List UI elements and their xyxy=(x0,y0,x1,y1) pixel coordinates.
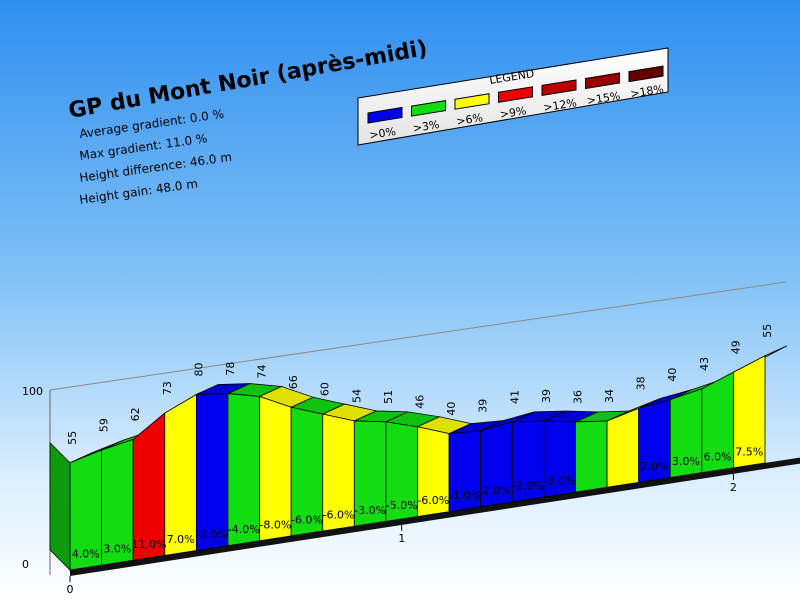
y-tick-0: 0 xyxy=(22,558,29,571)
legend-swatch xyxy=(411,100,446,117)
segment-front xyxy=(164,393,197,556)
gradient-label: -1.0% xyxy=(449,489,481,502)
profile-segments xyxy=(49,345,800,576)
altitude-label: 59 xyxy=(98,418,111,432)
altitude-label: 49 xyxy=(729,340,742,354)
gradient-label: 11.0% xyxy=(132,538,167,551)
legend: LEGEND >0% >3% >6% >9% >12% >15% >18% xyxy=(357,47,669,146)
x-tick-label: 2 xyxy=(730,481,737,494)
altitude-label: 66 xyxy=(287,375,300,389)
x-tick-label: 0 xyxy=(67,583,74,596)
altitude-label: 36 xyxy=(571,390,584,404)
altitude-label: 40 xyxy=(445,402,458,416)
altitude-label: 51 xyxy=(382,390,395,404)
legend-swatch xyxy=(541,79,577,96)
legend-label: >9% xyxy=(499,104,527,121)
y-tick-100: 100 xyxy=(22,385,43,398)
altitude-label: 46 xyxy=(414,395,427,409)
gradient-label: -4.0% xyxy=(228,523,260,536)
gradient-label: -3.0% xyxy=(354,504,386,517)
gradient-label: 7.0% xyxy=(167,533,195,546)
gradient-label: 2.0% xyxy=(640,460,668,473)
altitude-label: 55 xyxy=(761,324,774,338)
segment-front xyxy=(733,355,766,469)
gradient-label: 6.0% xyxy=(704,450,732,463)
gradient-label: -6.0% xyxy=(323,509,355,522)
gradient-label: -6.0% xyxy=(291,514,323,527)
altitude-label: 39 xyxy=(477,399,490,413)
gradient-label: -2.0% xyxy=(512,479,544,492)
altitude-label: 54 xyxy=(350,389,363,403)
altitude-label: 60 xyxy=(319,382,332,396)
segment-side xyxy=(49,441,71,571)
legend-label: >15% xyxy=(586,89,621,107)
y-max-line xyxy=(49,281,787,391)
altitude-label: 74 xyxy=(256,365,269,379)
legend-swatch xyxy=(628,65,664,83)
gradient-label: -3.0% xyxy=(544,475,576,488)
profile-base-bar xyxy=(70,457,800,576)
stats-block: Average gradient: 0.0 %Max gradient: 11.… xyxy=(78,107,232,207)
segment-front xyxy=(575,420,608,493)
altitude-label: 55 xyxy=(66,431,79,445)
gradient-label: 7.5% xyxy=(735,445,763,458)
altitude-label: 39 xyxy=(540,389,553,403)
altitude-label: 34 xyxy=(603,389,616,403)
legend-label: >0% xyxy=(368,125,396,142)
segment-front xyxy=(195,393,229,552)
segment-front xyxy=(606,407,640,488)
altitude-label: 78 xyxy=(224,362,237,376)
gradient-label: 3.0% xyxy=(103,543,131,556)
legend-label: >12% xyxy=(542,96,577,114)
legend-swatch xyxy=(585,72,620,90)
altitude-label: 38 xyxy=(635,376,648,390)
gradient-label: -5.0% xyxy=(386,499,418,512)
legend-swatch xyxy=(454,93,490,110)
altitude-label: 43 xyxy=(698,357,711,371)
gradient-label: -6.0% xyxy=(417,494,449,507)
altitude-label: 40 xyxy=(666,368,679,382)
profile-labels: 55 59 62 73 80 78 74 66 60 54 51 46 40 39 41 39 36 34 38 40… xyxy=(66,324,774,596)
altitude-label: 80 xyxy=(192,363,205,377)
altitude-label: 73 xyxy=(161,381,174,395)
gradient-label: 3.0% xyxy=(672,455,700,468)
x-tick-label: 1 xyxy=(398,532,405,545)
legend-label: >6% xyxy=(455,111,483,128)
legend-swatch xyxy=(498,86,533,103)
legend-swatch xyxy=(367,106,403,124)
gradient-label: 2.0% xyxy=(483,484,511,497)
altitude-label: 41 xyxy=(508,390,521,404)
legend-label: >18% xyxy=(629,82,664,100)
gradient-label: 4.0% xyxy=(72,548,100,561)
gradient-label: -8.0% xyxy=(259,518,291,531)
gradient-label: -2.0% xyxy=(196,528,228,541)
altitude-label: 62 xyxy=(129,407,142,421)
legend-label: >3% xyxy=(412,118,440,135)
